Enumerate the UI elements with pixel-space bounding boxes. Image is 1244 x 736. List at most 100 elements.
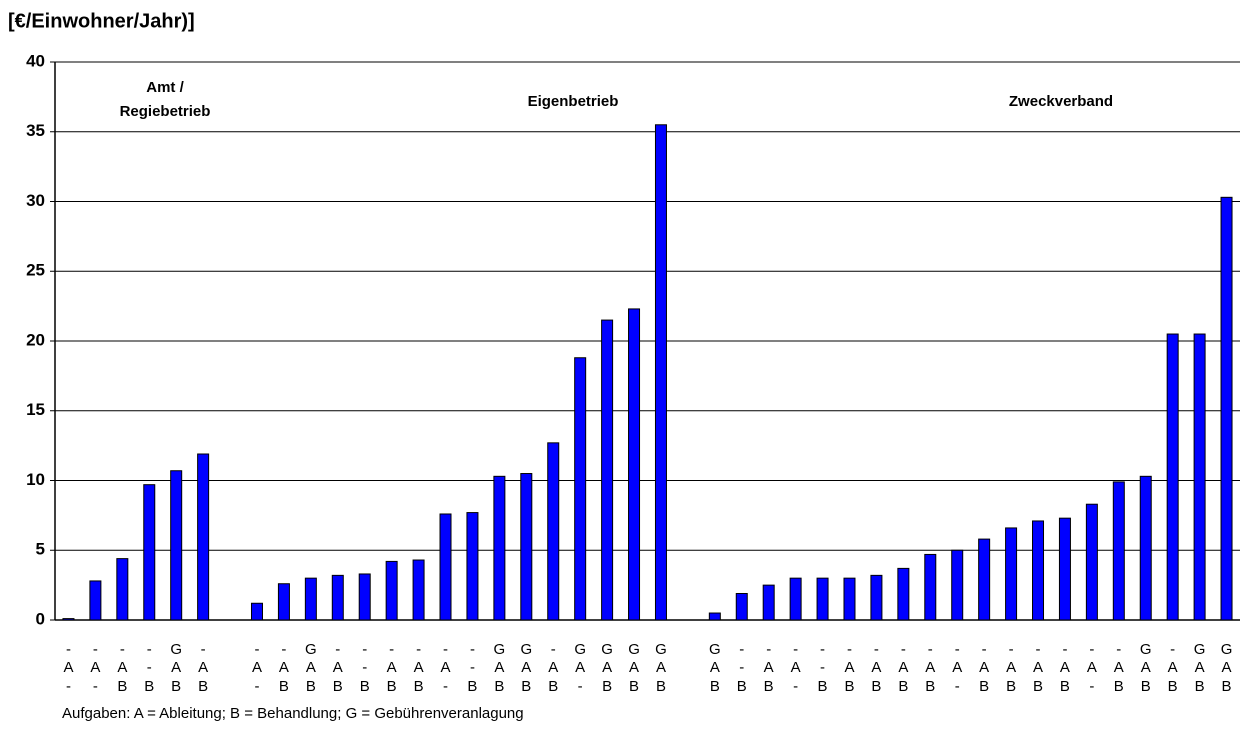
x-tick-label: G xyxy=(655,641,667,658)
x-tick-label: A xyxy=(1087,659,1097,676)
x-tick-label: B xyxy=(818,678,828,695)
group-label: Eigenbetrieb xyxy=(528,93,619,110)
x-tick-label: - xyxy=(847,641,852,658)
x-tick-label: B xyxy=(1141,678,1151,695)
x-tick-label: - xyxy=(739,641,744,658)
bar xyxy=(412,559,425,621)
x-tick-label: B xyxy=(1222,678,1232,695)
footnote: Aufgaben: A = Ableitung; B = Behandlung;… xyxy=(62,705,524,722)
x-tick-label: A xyxy=(791,659,801,676)
y-tick-label: 20 xyxy=(26,330,45,349)
x-tick-label: - xyxy=(147,641,152,658)
bar xyxy=(870,574,883,621)
x-tick-label: - xyxy=(254,641,259,658)
x-tick-label: A xyxy=(171,659,181,676)
x-tick-label: A xyxy=(521,659,531,676)
x-tick-label: - xyxy=(1062,641,1067,658)
x-tick-label: A xyxy=(575,659,585,676)
x-tick-label: B xyxy=(198,678,208,695)
x-tick-label: - xyxy=(578,678,583,695)
bar xyxy=(331,574,344,621)
bar xyxy=(1193,333,1206,621)
x-tick-label: A xyxy=(441,659,451,676)
x-tick-label: - xyxy=(66,641,71,658)
x-tick-label: A xyxy=(844,659,854,676)
x-tick-label: B xyxy=(710,678,720,695)
x-tick-label: A xyxy=(1060,659,1070,676)
x-tick-label: - xyxy=(362,641,367,658)
x-tick-label: A xyxy=(1195,659,1205,676)
x-tick-label: A xyxy=(952,659,962,676)
bar xyxy=(250,602,263,621)
x-tick-label: - xyxy=(982,641,987,658)
x-tick-label: A xyxy=(387,659,397,676)
x-tick-label: A xyxy=(1006,659,1016,676)
x-tick-label: B xyxy=(1033,678,1043,695)
bar xyxy=(466,512,479,621)
x-tick-label: G xyxy=(601,641,613,658)
bar xyxy=(789,577,802,621)
x-tick-label: G xyxy=(520,641,532,658)
x-tick-label: B xyxy=(764,678,774,695)
x-tick-label: B xyxy=(979,678,989,695)
x-tick-label: A xyxy=(63,659,73,676)
x-tick-label: - xyxy=(793,641,798,658)
x-tick-label: G xyxy=(305,641,317,658)
x-tick-label: - xyxy=(551,641,556,658)
x-tick-label: B xyxy=(414,678,424,695)
x-tick-label: B xyxy=(548,678,558,695)
x-tick-label: B xyxy=(144,678,154,695)
x-tick-label: - xyxy=(201,641,206,658)
x-tick-label: - xyxy=(739,659,744,676)
x-tick-label: - xyxy=(335,641,340,658)
bar xyxy=(654,124,667,621)
x-tick-label: - xyxy=(901,641,906,658)
x-tick-label: A xyxy=(117,659,127,676)
x-tick-label: B xyxy=(844,678,854,695)
bar xyxy=(547,442,560,621)
x-tick-label: G xyxy=(170,641,182,658)
y-axis-label: [€/Einwohner/Jahr)] xyxy=(8,10,195,32)
x-tick-label: B xyxy=(279,678,289,695)
x-tick-label: - xyxy=(470,641,475,658)
bar xyxy=(843,577,856,621)
x-tick-label: A xyxy=(925,659,935,676)
y-tick-label: 0 xyxy=(36,609,45,628)
x-tick-label: B xyxy=(1114,678,1124,695)
x-tick-label: A xyxy=(629,659,639,676)
bar xyxy=(816,577,829,621)
x-tick-label: B xyxy=(306,678,316,695)
x-tick-label: B xyxy=(467,678,477,695)
x-tick-label: B xyxy=(1006,678,1016,695)
x-tick-label: B xyxy=(171,678,181,695)
x-tick-label: A xyxy=(414,659,424,676)
group-label: Zweckverband xyxy=(1009,93,1113,110)
bar xyxy=(62,618,75,621)
x-tick-label: - xyxy=(416,641,421,658)
x-tick-label: B xyxy=(656,678,666,695)
bar xyxy=(1220,196,1233,621)
x-tick-label: - xyxy=(1170,641,1175,658)
x-tick-label: A xyxy=(548,659,558,676)
y-tick-label: 25 xyxy=(26,261,45,280)
x-tick-label: - xyxy=(820,659,825,676)
x-tick-label: B xyxy=(1168,678,1178,695)
x-tick-label: - xyxy=(93,641,98,658)
bar xyxy=(951,549,964,621)
bar xyxy=(170,470,183,621)
bar xyxy=(358,573,371,621)
x-tick-label: B xyxy=(521,678,531,695)
x-tick-label: B xyxy=(494,678,504,695)
y-tick-label: 35 xyxy=(26,121,45,140)
x-tick-label: - xyxy=(120,641,125,658)
x-tick-label: A xyxy=(90,659,100,676)
bar xyxy=(762,584,775,621)
bar xyxy=(304,577,317,621)
x-tick-label: - xyxy=(766,641,771,658)
bar xyxy=(493,475,506,621)
y-tick-label: 5 xyxy=(36,540,45,559)
y-tick-label: 40 xyxy=(26,51,45,70)
x-tick-label: G xyxy=(574,641,586,658)
x-tick-label: A xyxy=(1168,659,1178,676)
x-tick-label: - xyxy=(928,641,933,658)
